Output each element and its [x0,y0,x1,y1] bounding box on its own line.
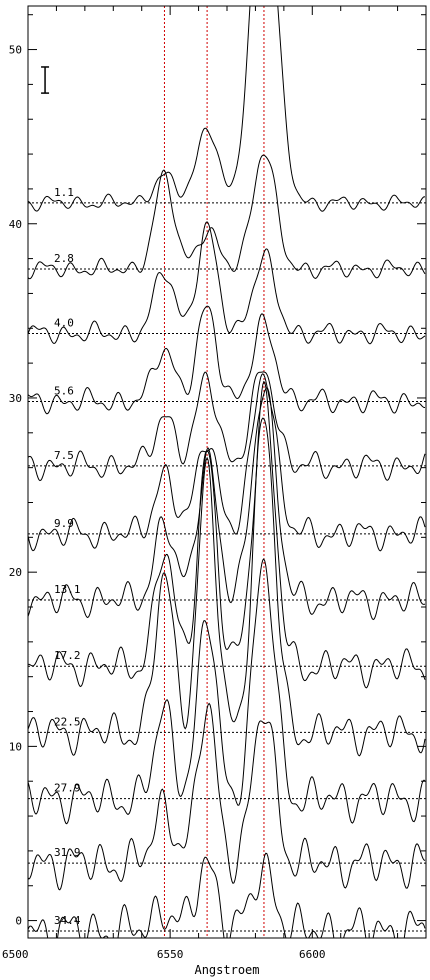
y-tick-label-30: 30 [9,392,22,405]
spectrum-label-3: 5.6 [54,384,74,397]
y-tick-label-10: 10 [9,740,22,753]
spectrum-label-1: 2.8 [54,252,74,265]
baselines [28,202,426,932]
spectra-labels: 1.1 2.8 4.0 5.6 7.5 9.9 13.1 17.2 22.5 27.9 31.9 34… [54,186,81,927]
error-bar [41,66,50,94]
spectrum-label-6: 13.1 [54,583,81,596]
spectrum-label-4: 7.5 [54,449,74,462]
spectrum-label-7: 17.2 [54,649,81,662]
spectrum-curve-6 [28,387,426,621]
spectrum-curve-1 [28,154,426,280]
spectrum-label-2: 4.0 [54,317,74,330]
plot-frame [27,5,427,939]
spectrum-curve-5 [28,373,426,552]
spectrum-curve-7 [28,380,426,689]
spectrum-curve-10 [28,702,426,891]
x-tick-label-6550: 6550 [157,948,184,961]
axis-ticks [27,6,427,938]
spectrum-curve-11 [28,852,426,938]
spectrum-curve-8 [28,417,426,757]
spectrum-label-5: 9.9 [54,517,74,530]
spectrum-label-9: 27.9 [54,782,81,795]
spectrum-curve-4 [28,371,426,482]
x-tick-label-6600: 6600 [299,948,326,961]
y-tick-label-0: 0 [15,915,22,928]
spectrum-label-11: 34.4 [54,914,81,927]
spectrum-curve-9 [28,558,426,825]
x-axis-label: Angstroem [194,963,259,977]
spectrum-curve-2 [28,221,426,345]
spectrum-label-0: 1.1 [54,186,74,199]
spectra-curves [28,6,426,938]
reference-lines [163,6,265,938]
y-tick-label-20: 20 [9,566,22,579]
x-tick-label-6500: 6500 [2,948,29,961]
y-tick-label-40: 40 [9,218,22,231]
spectrum-label-10: 31.9 [54,846,81,859]
axis-tick-labels: 0 10 20 30 40 50 6500 6550 6600 [2,44,326,961]
spectrum-label-8: 22.5 [54,715,81,728]
y-tick-label-50: 50 [9,44,22,57]
spectrum-curve-3 [28,305,425,415]
spectrum-curve-0 [28,6,426,212]
